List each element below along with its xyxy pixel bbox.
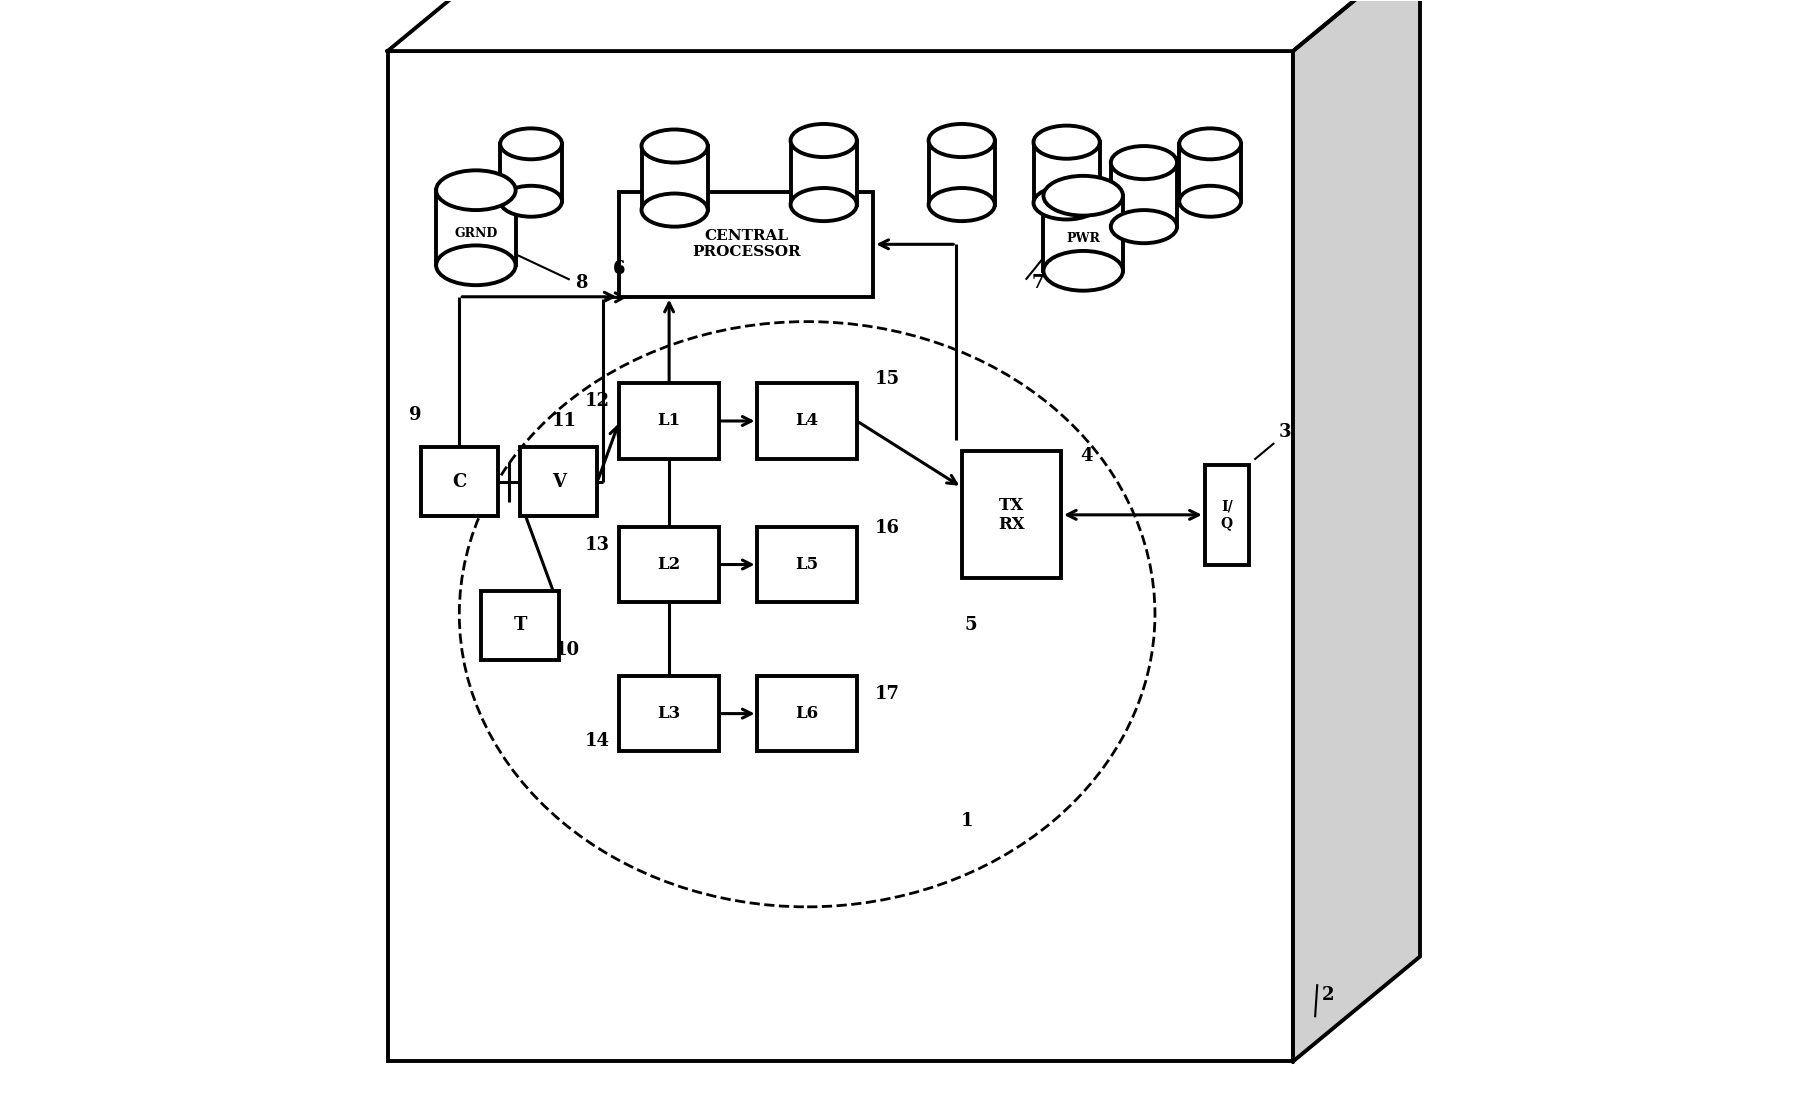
Polygon shape	[387, 0, 1420, 51]
Ellipse shape	[642, 194, 708, 227]
Text: 6: 6	[613, 260, 625, 278]
Bar	[791, 141, 856, 205]
Text: 10: 10	[555, 641, 580, 659]
Text: 5: 5	[964, 617, 977, 634]
Text: L3: L3	[658, 705, 681, 722]
Ellipse shape	[928, 124, 995, 157]
Bar	[642, 146, 708, 210]
Bar	[1206, 465, 1249, 565]
Text: L5: L5	[795, 556, 818, 573]
Bar	[962, 452, 1061, 578]
Text: I/
Q: I/ Q	[1220, 499, 1233, 530]
Text: 9: 9	[409, 406, 422, 424]
Polygon shape	[1294, 0, 1420, 1062]
Ellipse shape	[791, 188, 856, 221]
Bar	[420, 447, 497, 516]
Text: GRND: GRND	[454, 227, 497, 240]
Text: CENTRAL
PROCESSOR: CENTRAL PROCESSOR	[692, 229, 800, 259]
Text: 8: 8	[575, 275, 587, 292]
Bar	[620, 527, 719, 602]
Ellipse shape	[1110, 146, 1177, 179]
Text: V: V	[551, 473, 566, 490]
Text: C: C	[452, 473, 467, 490]
Text: PWR: PWR	[1067, 232, 1101, 246]
Text: T: T	[514, 617, 526, 634]
Text: L6: L6	[795, 705, 818, 722]
Bar	[1043, 196, 1123, 271]
Ellipse shape	[436, 170, 515, 210]
Ellipse shape	[791, 124, 856, 157]
Bar	[387, 51, 1294, 1062]
Bar	[757, 527, 856, 602]
Ellipse shape	[1043, 176, 1123, 216]
Bar	[620, 383, 719, 458]
Bar	[928, 141, 995, 205]
Ellipse shape	[501, 128, 562, 159]
Text: L4: L4	[795, 413, 818, 430]
Text: 17: 17	[876, 685, 901, 703]
Bar	[501, 144, 562, 201]
Bar	[481, 591, 559, 660]
Ellipse shape	[1179, 186, 1242, 217]
Text: 12: 12	[586, 392, 609, 410]
Text: 3: 3	[1279, 423, 1292, 441]
Text: 7: 7	[1031, 275, 1043, 292]
Ellipse shape	[1179, 128, 1242, 159]
Bar	[620, 192, 874, 297]
Text: 16: 16	[876, 519, 901, 537]
Text: 2: 2	[1323, 986, 1335, 1004]
Ellipse shape	[436, 246, 515, 286]
Text: L2: L2	[658, 556, 681, 573]
Ellipse shape	[1110, 210, 1177, 244]
Bar	[620, 676, 719, 752]
Bar	[436, 190, 515, 266]
Text: L1: L1	[658, 413, 681, 430]
Text: 1: 1	[960, 811, 973, 830]
Ellipse shape	[1034, 125, 1099, 158]
Text: 13: 13	[586, 536, 609, 554]
Text: 14: 14	[586, 732, 609, 751]
Text: 15: 15	[876, 370, 901, 389]
Ellipse shape	[1043, 251, 1123, 291]
Bar	[757, 383, 856, 458]
Text: 4: 4	[1079, 447, 1092, 465]
Bar	[521, 447, 596, 516]
Bar	[1179, 144, 1242, 201]
Ellipse shape	[501, 186, 562, 217]
Ellipse shape	[1034, 186, 1099, 219]
Bar	[1110, 163, 1177, 227]
Bar	[1034, 142, 1099, 203]
Bar	[757, 676, 856, 752]
Text: TX
RX: TX RX	[998, 497, 1025, 534]
Ellipse shape	[928, 188, 995, 221]
Ellipse shape	[642, 130, 708, 163]
Text: 11: 11	[551, 412, 577, 430]
